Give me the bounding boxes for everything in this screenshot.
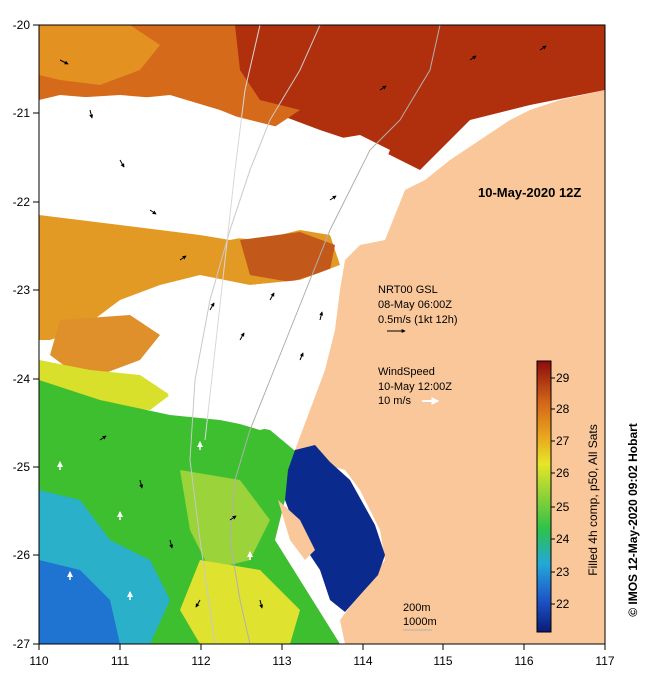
contour-label-1000m: 1000m <box>403 616 437 628</box>
x-tick-label: 114 <box>353 654 372 668</box>
cloud-area-central <box>160 265 345 430</box>
contour-1000m <box>189 25 321 644</box>
plot-frame <box>38 24 606 645</box>
sst-band-mid-dark <box>240 232 335 282</box>
axis-ticks <box>33 24 606 650</box>
x-tick-label: 117 <box>595 654 614 668</box>
y-tick-label: -22 <box>13 195 31 209</box>
x-tick-label: 113 <box>272 654 291 668</box>
y-tick-label: -24 <box>13 372 31 386</box>
colorbar-tick-label: 27 <box>556 434 570 448</box>
land-peninsula <box>278 500 315 560</box>
x-tick-label: 112 <box>191 654 210 668</box>
wind-arrows <box>57 441 253 600</box>
current-label-3: 0.5m/s (1kt 12h) <box>378 314 457 326</box>
colorbar-tick-label: 22 <box>556 597 570 611</box>
sst-lightgreen-patch <box>180 470 270 570</box>
contour-label-200m: 200m <box>403 602 431 614</box>
x-tick-labels: 110 111 112 113 114 115 116 117 <box>29 654 614 668</box>
wind-label-1: WindSpeed <box>378 366 435 378</box>
sst-cold-coastal <box>285 445 385 612</box>
land-western-australia <box>295 90 605 644</box>
date-title: 10-May-2020 12Z <box>478 185 581 200</box>
y-tick-label: -20 <box>13 18 31 32</box>
y-tick-label: -23 <box>13 283 31 297</box>
current-label-1: NRT00 GSL <box>378 284 438 296</box>
credit-text: © IMOS 12-May-2020 09:02 Hobart <box>626 423 640 617</box>
y-tick-label: -25 <box>13 460 31 474</box>
colorbar <box>536 360 552 633</box>
contour-deep <box>204 25 261 441</box>
colorbar-ticks <box>551 377 555 605</box>
x-tick-label: 115 <box>433 654 452 668</box>
colorbar-tick-label: 24 <box>556 532 570 546</box>
y-tick-label: -21 <box>13 106 31 120</box>
wind-label-3: 10 m/s <box>378 395 412 407</box>
colorbar-tick-label: 28 <box>556 402 570 416</box>
cloud-area-north <box>39 95 390 240</box>
sst-band-lower-orange <box>50 315 160 375</box>
colorbar-label: Filled 4h comp, p50, All Sats <box>586 424 600 575</box>
y-tick-label: -26 <box>13 548 31 562</box>
x-tick-label: 116 <box>514 654 533 668</box>
colorbar-tick-label: 25 <box>556 500 570 514</box>
current-label-2: 08-May 06:00Z <box>378 299 452 311</box>
x-tick-label: 111 <box>111 654 130 668</box>
wind-label-2: 10-May 12:00Z <box>378 381 452 393</box>
current-arrows <box>59 45 547 609</box>
y-tick-label: -27 <box>13 637 31 651</box>
colorbar-tick-label: 23 <box>556 565 570 579</box>
x-tick-label: 110 <box>29 654 48 668</box>
y-tick-labels: -20 -21 -22 -23 -24 -25 -26 -27 <box>13 18 31 651</box>
sst-blue-southwest <box>39 560 120 644</box>
colorbar-tick-labels: 29 28 27 26 25 24 23 22 <box>556 371 570 611</box>
contour-200m <box>229 25 441 644</box>
colorbar-tick-label: 26 <box>556 466 570 480</box>
sst-orange-northwest <box>39 25 160 85</box>
colorbar-tick-label: 29 <box>556 371 570 385</box>
sst-hot-north <box>230 25 605 170</box>
